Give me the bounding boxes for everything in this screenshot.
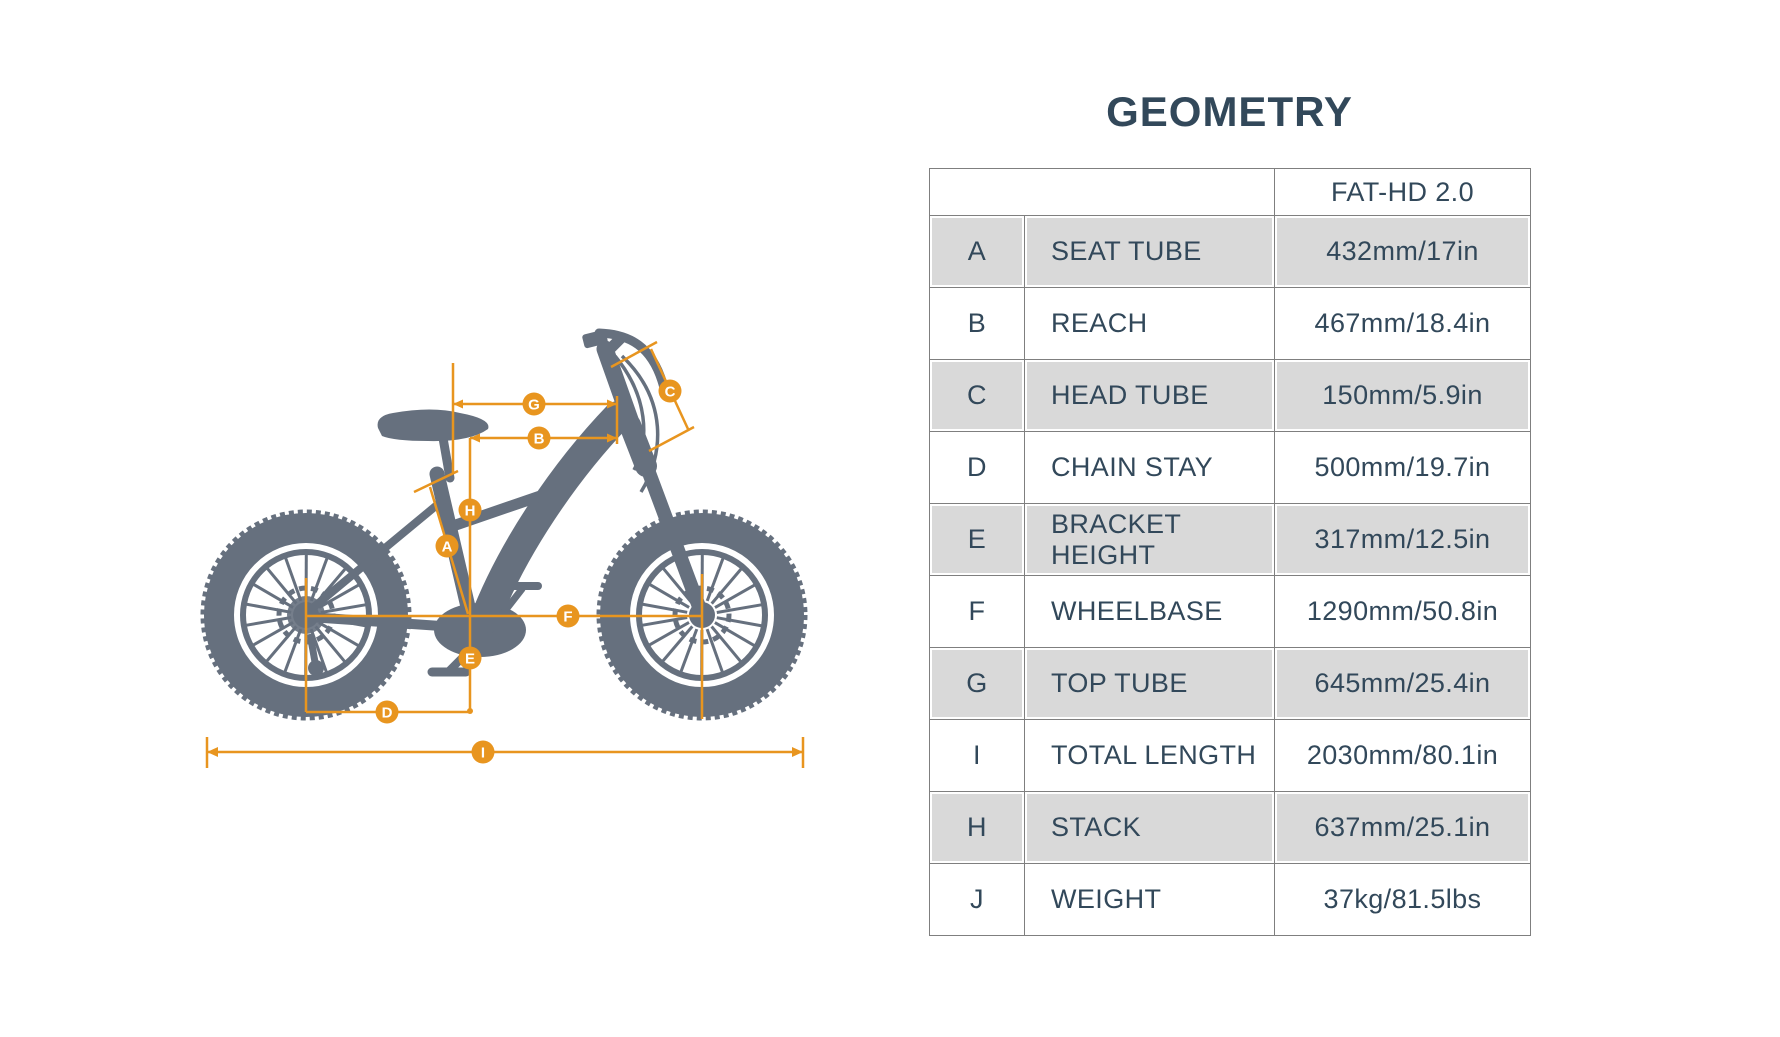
measure-name-cell: STACK: [1024, 791, 1275, 864]
dimension-lines: [205, 340, 805, 768]
saddle: [377, 409, 489, 442]
measure-value-cell: 500mm/19.7in: [1274, 431, 1531, 504]
table-row: A SEAT TUBE 432mm/17in: [929, 215, 1531, 288]
dimension-tick-c-top: [610, 340, 658, 369]
dimension-marker-h: H: [458, 498, 482, 522]
model-column-header: FAT-HD 2.0: [1274, 168, 1531, 216]
row-letter-cell: H: [929, 791, 1025, 864]
geometry-table: FAT-HD 2.0 A SEAT TUBE 432mm/17in B REAC…: [929, 168, 1531, 936]
table-row: F WHEELBASE 1290mm/50.8in: [929, 575, 1531, 648]
bike-silhouette: [200, 328, 808, 721]
table-row: B REACH 467mm/18.4in: [929, 287, 1531, 360]
measure-value-cell: 150mm/5.9in: [1274, 359, 1531, 432]
dimension-tick-c-bottom: [648, 425, 695, 453]
handlebar: [582, 328, 669, 493]
measure-value-cell: 37kg/81.5lbs: [1274, 863, 1531, 936]
bike-geometry-diagram: A B C D E F G H: [200, 328, 808, 768]
measure-value-cell: 637mm/25.1in: [1274, 791, 1531, 864]
table-header-row: FAT-HD 2.0: [929, 168, 1531, 216]
table-row: E BRACKET HEIGHT 317mm/12.5in: [929, 503, 1531, 576]
measure-name-cell: WEIGHT: [1024, 863, 1275, 936]
dimension-markers: A B C D E F G H: [375, 379, 682, 764]
svg-text:I: I: [481, 745, 485, 762]
row-letter-cell: B: [929, 287, 1025, 360]
row-letter-cell: J: [929, 863, 1025, 936]
svg-text:A: A: [442, 539, 453, 556]
measure-value-cell: 645mm/25.4in: [1274, 647, 1531, 720]
row-letter-cell: D: [929, 431, 1025, 504]
dimension-marker-b: B: [527, 426, 551, 450]
measure-name-cell: TOTAL LENGTH: [1024, 719, 1275, 792]
row-letter-cell: C: [929, 359, 1025, 432]
table-row: J WEIGHT 37kg/81.5lbs: [929, 863, 1531, 936]
table-row: G TOP TUBE 645mm/25.4in: [929, 647, 1531, 720]
row-letter-cell: I: [929, 719, 1025, 792]
row-letter-cell: F: [929, 575, 1025, 648]
measure-value-cell: 317mm/12.5in: [1274, 503, 1531, 576]
dimension-marker-f: F: [556, 604, 580, 628]
row-letter-cell: E: [929, 503, 1025, 576]
row-letter-cell: G: [929, 647, 1025, 720]
dimension-tick-a: [413, 469, 459, 494]
table-row: H STACK 637mm/25.1in: [929, 791, 1531, 864]
measure-value-cell: 2030mm/80.1in: [1274, 719, 1531, 792]
measure-value-cell: 467mm/18.4in: [1274, 287, 1531, 360]
svg-text:H: H: [465, 503, 476, 520]
svg-text:B: B: [534, 431, 545, 448]
measure-value-cell: 432mm/17in: [1274, 215, 1531, 288]
measure-name-cell: SEAT TUBE: [1024, 215, 1275, 288]
dimension-marker-a: A: [435, 534, 459, 558]
table-row: D CHAIN STAY 500mm/19.7in: [929, 431, 1531, 504]
measure-name-cell: CHAIN STAY: [1024, 431, 1275, 504]
dimension-marker-e: E: [458, 646, 482, 670]
dimension-marker-c: C: [658, 379, 682, 403]
table-row: C HEAD TUBE 150mm/5.9in: [929, 359, 1531, 432]
svg-text:C: C: [665, 384, 676, 401]
measure-name-cell: WHEELBASE: [1024, 575, 1275, 648]
dimension-marker-d: D: [375, 700, 399, 724]
empty-header-cell: [929, 168, 1275, 216]
row-letter-cell: A: [929, 215, 1025, 288]
svg-text:G: G: [528, 397, 540, 414]
svg-text:F: F: [563, 609, 572, 626]
dimension-marker-i: I: [471, 740, 495, 764]
svg-text:D: D: [382, 705, 393, 722]
table-row: I TOTAL LENGTH 2030mm/80.1in: [929, 719, 1531, 792]
measure-name-cell: TOP TUBE: [1024, 647, 1275, 720]
measure-name-cell: BRACKET HEIGHT: [1024, 503, 1275, 576]
measure-value-cell: 1290mm/50.8in: [1274, 575, 1531, 648]
svg-text:E: E: [465, 651, 475, 668]
measure-name-cell: REACH: [1024, 287, 1275, 360]
measure-name-cell: HEAD TUBE: [1024, 359, 1275, 432]
page-title: GEOMETRY: [1106, 88, 1353, 135]
dimension-marker-g: G: [522, 392, 546, 416]
